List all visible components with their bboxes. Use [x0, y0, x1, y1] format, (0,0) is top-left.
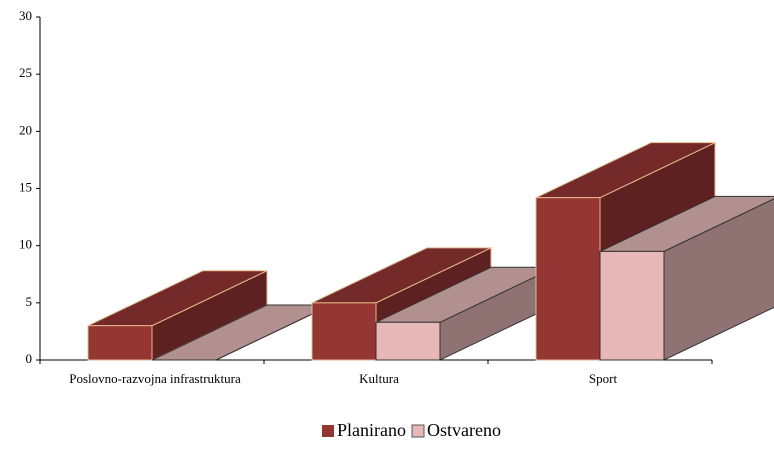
legend-swatch	[411, 424, 425, 438]
x-tick-label: Kultura	[359, 371, 399, 386]
bar	[535, 197, 601, 361]
legend-label: Ostvareno	[427, 420, 501, 440]
y-tick-label: 30	[19, 8, 32, 23]
y-tick-label: 0	[26, 351, 33, 366]
y-tick-label: 20	[19, 122, 32, 137]
legend-label: Planirano	[337, 420, 406, 440]
legend-swatch	[322, 425, 334, 437]
y-tick-label: 15	[19, 179, 32, 194]
bar	[599, 250, 665, 361]
y-tick-label: 10	[19, 237, 32, 252]
bar	[311, 302, 377, 361]
y-tick-label: 5	[26, 294, 33, 309]
legend: Planirano Ostvareno	[322, 420, 501, 440]
bar	[375, 321, 441, 361]
y-tick-label: 25	[19, 65, 32, 80]
bar	[87, 325, 153, 361]
x-tick-label: Poslovno-razvojna infrastruktura	[69, 371, 241, 386]
x-tick-label: Sport	[589, 371, 618, 386]
